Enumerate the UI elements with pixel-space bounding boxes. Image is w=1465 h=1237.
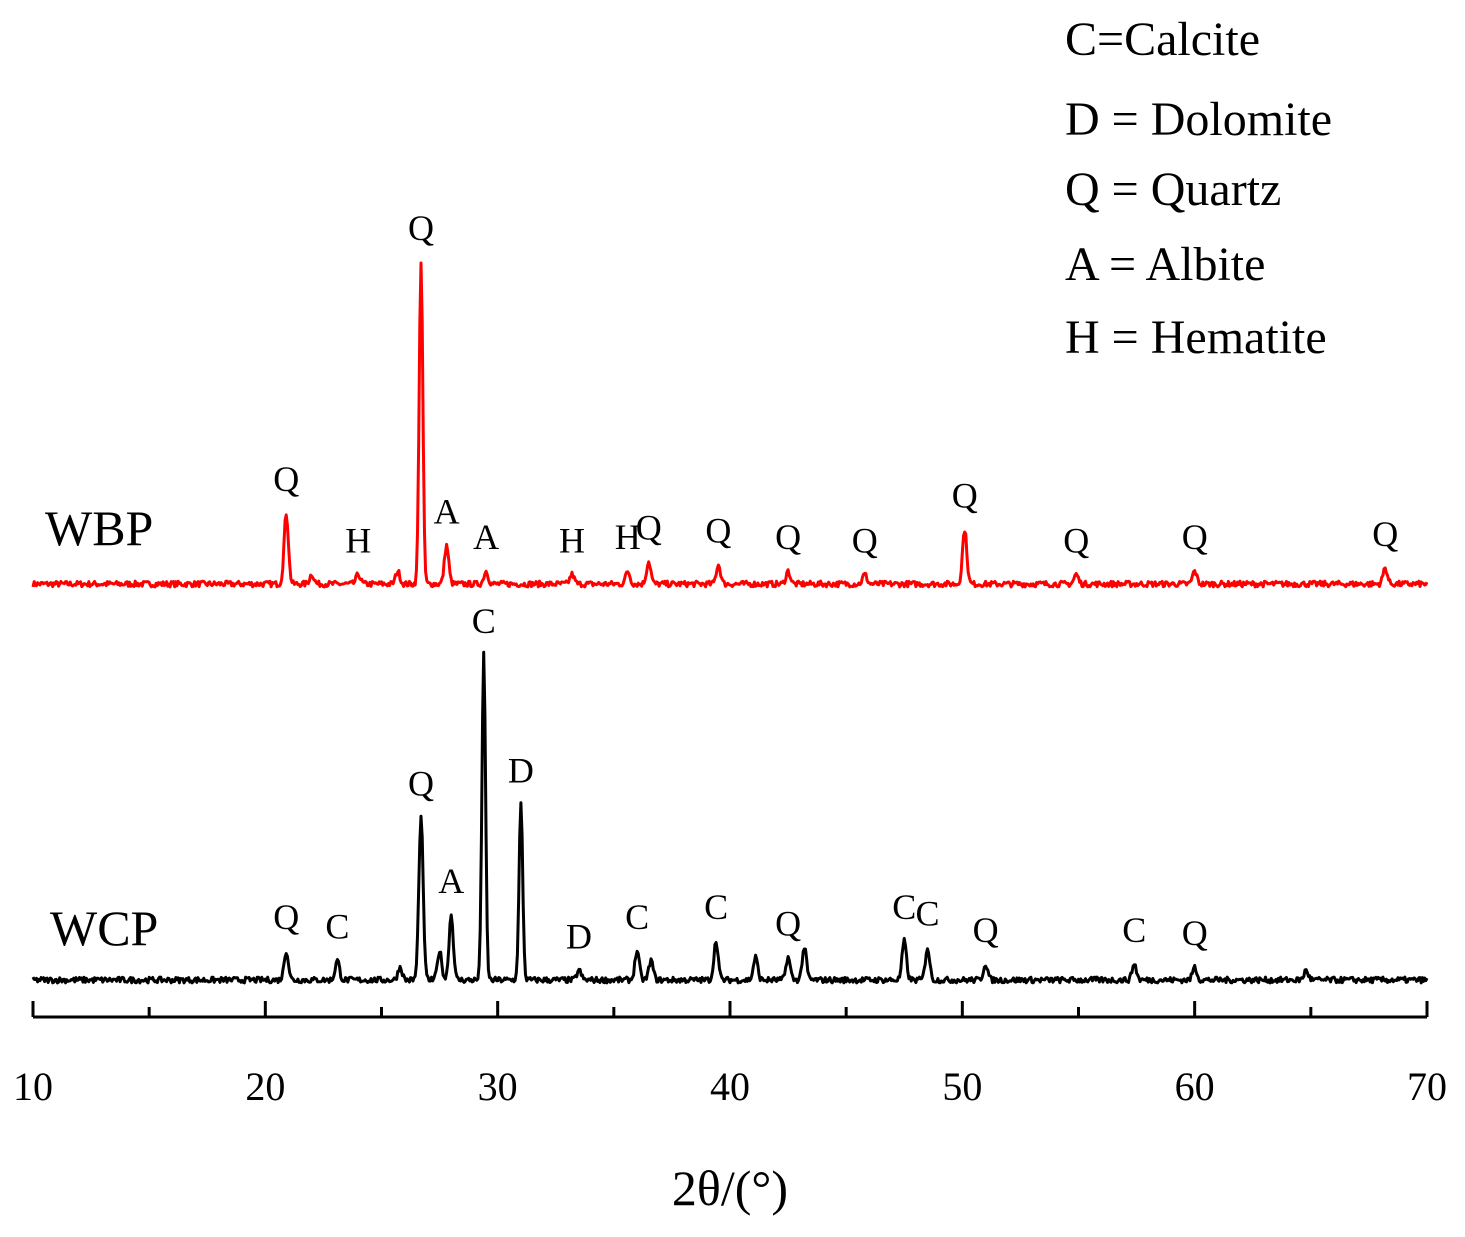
- peak-label-wcp-3: Q: [408, 764, 434, 804]
- peak-label-wbp-6: A: [473, 517, 499, 557]
- peak-label-wbp-7: H: [559, 520, 585, 560]
- x-tick-label-6: 70: [1407, 1064, 1447, 1109]
- peak-label-wcp-11: C: [704, 887, 728, 927]
- peak-label-wbp-14: Q: [1063, 520, 1089, 560]
- peak-label-wcp-6: C: [472, 601, 496, 641]
- series-line-wcp: [31, 650, 1429, 985]
- peak-label-wbp-5: A: [434, 491, 460, 531]
- x-tick-label-2: 30: [478, 1064, 518, 1109]
- x-tick-label-1: 20: [245, 1064, 285, 1109]
- x-tick-label-4: 50: [942, 1064, 982, 1109]
- peak-label-wcp-0: Q: [273, 897, 299, 937]
- peak-label-wbp-4: Q: [408, 208, 434, 248]
- legend: C=Calcite D = Dolomite Q = Quartz A = Al…: [1065, 13, 1332, 364]
- peak-label-wbp-15: Q: [1182, 517, 1208, 557]
- peak-label-wbp-8: H: [615, 517, 641, 557]
- peak-label-wbp-10: Q: [705, 511, 731, 551]
- peak-label-wbp-13: Q: [952, 475, 978, 515]
- peak-label-wcp-19: Q: [1182, 913, 1208, 953]
- peak-label-wbp-2: H: [345, 520, 371, 560]
- peak-label-wbp-9: Q: [636, 508, 662, 548]
- peak-label-wbp-11: Q: [775, 517, 801, 557]
- legend-entry-dolomite: D = Dolomite: [1065, 93, 1332, 146]
- peak-label-wcp-17: Q: [973, 910, 999, 950]
- peak-label-wcp-9: C: [625, 897, 649, 937]
- x-tick-label-0: 10: [13, 1064, 53, 1109]
- peak-label-wcp-7: D: [508, 751, 534, 791]
- legend-entry-quartz: Q = Quartz: [1065, 163, 1281, 216]
- peak-label-wcp-1: C: [325, 907, 349, 947]
- peak-label-wcp-13: Q: [775, 903, 801, 943]
- legend-entry-hematite: H = Hematite: [1065, 311, 1327, 364]
- series-label-wcp: WCP: [50, 900, 158, 956]
- series-line-wbp: [31, 261, 1429, 589]
- peak-label-wcp-15: C: [892, 887, 916, 927]
- legend-entry-calcite: C=Calcite: [1065, 13, 1260, 66]
- x-tick-label-5: 60: [1175, 1064, 1215, 1109]
- legend-entry-albite: A = Albite: [1065, 238, 1265, 291]
- peak-label-wbp-12: Q: [852, 520, 878, 560]
- peak-label-wcp-8: D: [566, 916, 592, 956]
- peak-label-wcp-5: A: [438, 861, 464, 901]
- x-axis: 10 20 30 40 50 60 70: [13, 1001, 1447, 1109]
- peak-label-wbp-16: Q: [1372, 514, 1398, 554]
- series-label-wbp: WBP: [45, 500, 153, 556]
- peak-label-wbp-0: Q: [273, 459, 299, 499]
- x-axis-label: 2θ/(°): [672, 1160, 788, 1216]
- peak-label-wcp-18: C: [1122, 910, 1146, 950]
- peak-label-wcp-16: C: [915, 894, 939, 934]
- x-tick-label-3: 40: [710, 1064, 750, 1109]
